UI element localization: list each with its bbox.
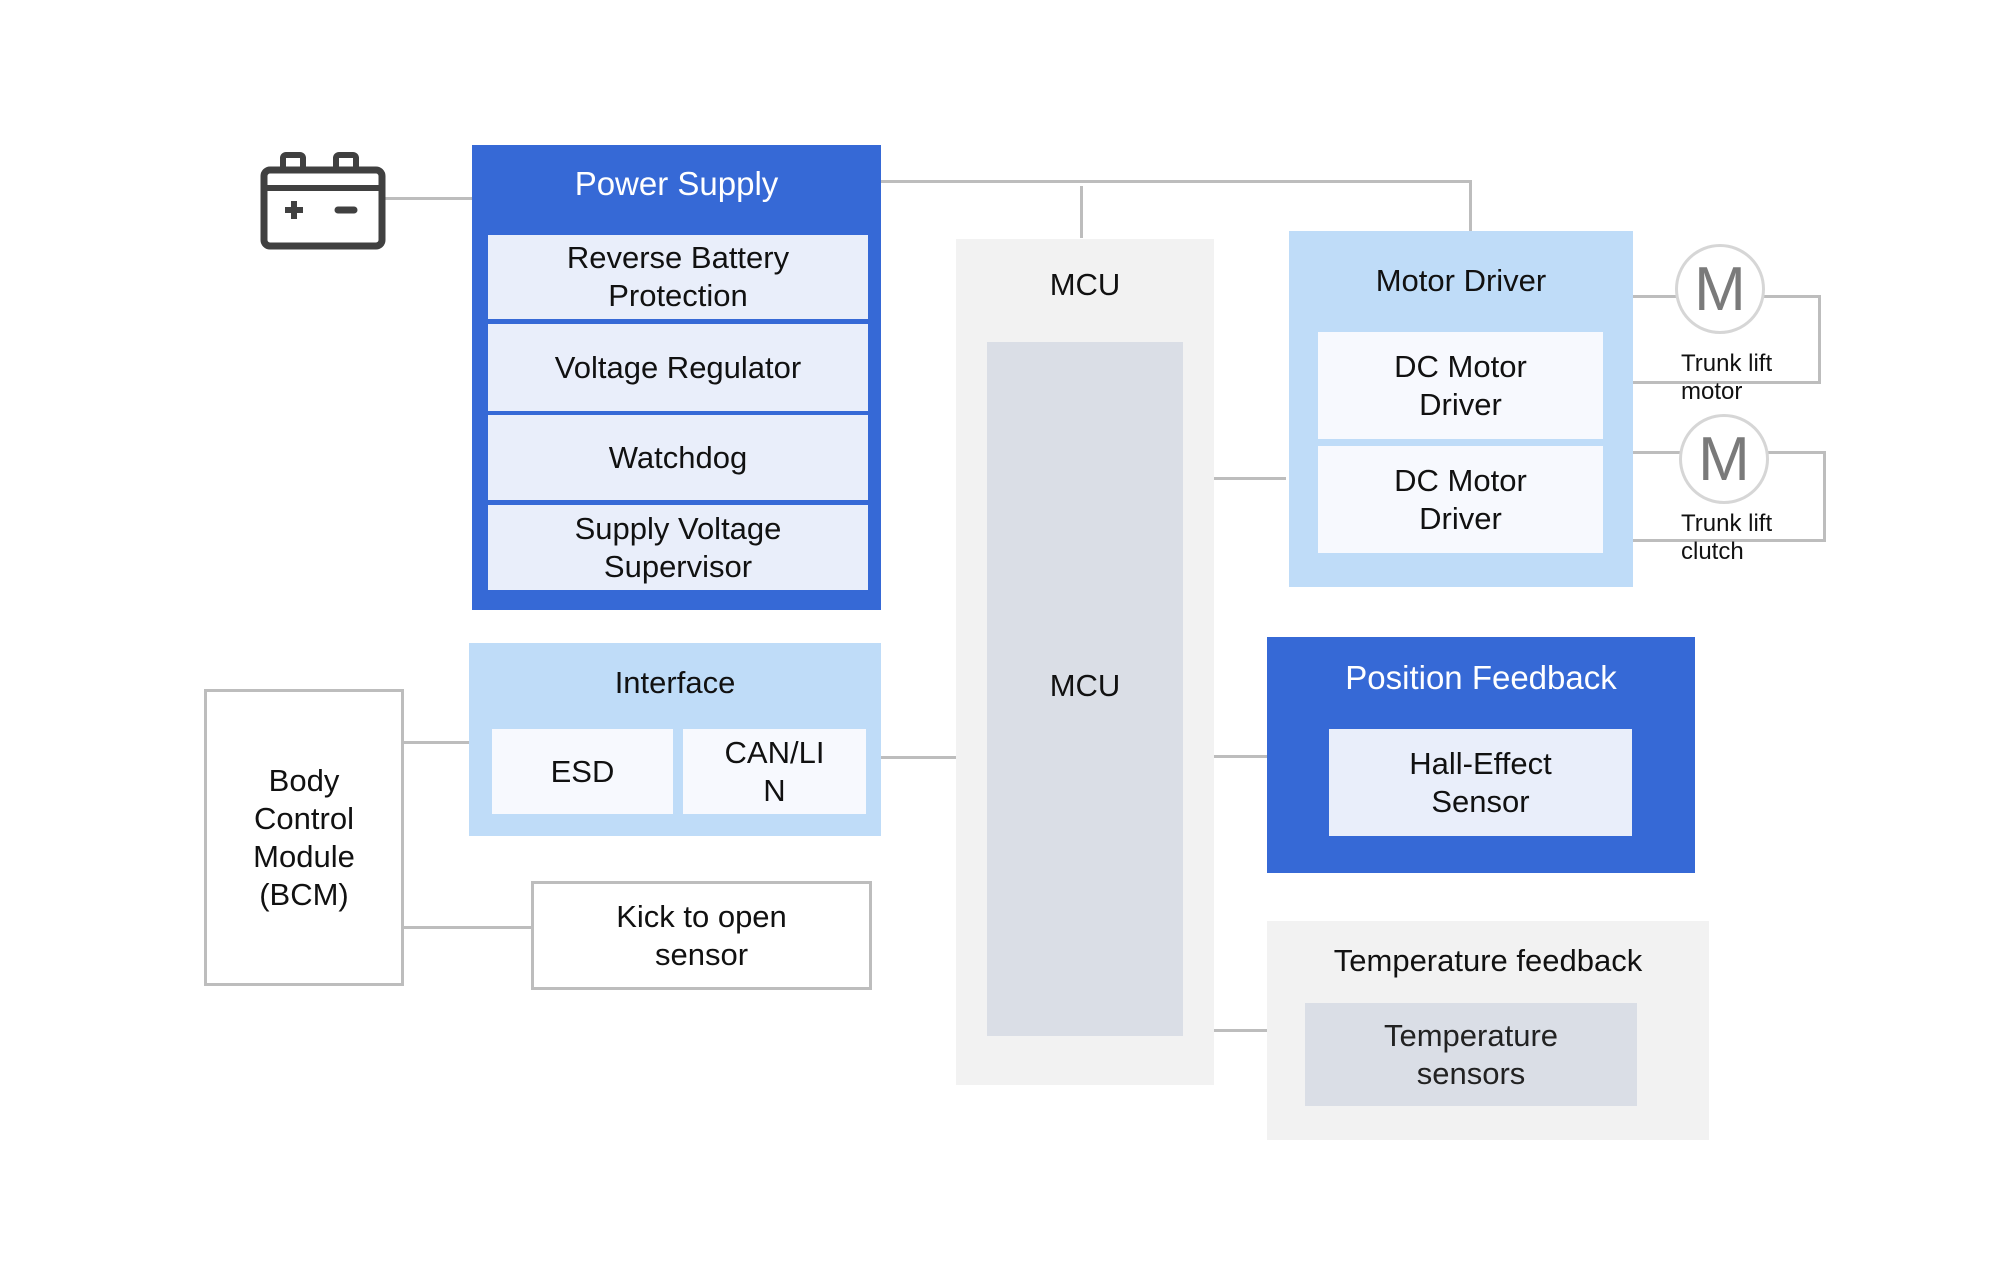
position-feedback-title: Position Feedback xyxy=(1345,659,1617,696)
kick-to-open-sensor: Kick to open sensor xyxy=(531,881,872,990)
battery-icon xyxy=(260,152,386,250)
watchdog: Watchdog xyxy=(488,415,868,500)
esd: ESD xyxy=(492,729,673,814)
trunk-lift-clutch-label: Trunk lift clutch xyxy=(1681,510,1773,565)
temperature-feedback-title: Temperature feedback xyxy=(1333,943,1643,978)
connector-mcu-position xyxy=(1214,755,1267,758)
body-control-module: Body Control Module (BCM) xyxy=(204,689,404,986)
connector-mcu-motor xyxy=(1214,477,1286,480)
dc-motor-driver-1: DC Motor Driver xyxy=(1318,332,1603,439)
interface-title: Interface xyxy=(614,665,736,700)
supply-voltage-supervisor: Supply Voltage Supervisor xyxy=(488,505,868,590)
connector-motor2-right xyxy=(1823,451,1826,542)
temperature-feedback-block: Temperature feedback Temperature sensors xyxy=(1267,921,1709,1140)
connector-motor2-bottom xyxy=(1633,539,1826,542)
dc-motor-driver-2: DC Motor Driver xyxy=(1318,446,1603,553)
connector-interface-mcu xyxy=(881,756,956,759)
power-supply-title: Power Supply xyxy=(574,165,779,202)
motor-icon: M xyxy=(1679,414,1769,504)
temperature-sensors: Temperature sensors xyxy=(1305,1003,1637,1106)
connector-motor1-bottom xyxy=(1633,381,1821,384)
interface-block: Interface ESD CAN/LIN xyxy=(469,643,881,836)
position-feedback-block: Position Feedback Hall-Effect Sensor xyxy=(1267,637,1695,873)
mcu-block: MCU MCU xyxy=(956,239,1214,1085)
reverse-battery-protection: Reverse Battery Protection xyxy=(488,235,868,319)
power-supply-block: Power Supply Reverse Battery Protection … xyxy=(472,145,881,610)
connector-power-bus xyxy=(881,180,1472,183)
connector-battery-power xyxy=(384,197,474,200)
motor-driver-title: Motor Driver xyxy=(1375,263,1547,298)
motor-icon: M xyxy=(1675,244,1765,334)
trunk-lift-motor-label: Trunk lift motor xyxy=(1681,350,1773,405)
connector-power-mcu xyxy=(1080,186,1083,238)
connector-bcm-interface xyxy=(404,741,470,744)
motor-driver-block: Motor Driver DC Motor Driver DC Motor Dr… xyxy=(1289,231,1633,587)
connector-power-motor xyxy=(1469,180,1472,233)
connector-bcm-kick xyxy=(404,926,532,929)
connector-motor1-right xyxy=(1818,295,1821,383)
hall-effect-sensor: Hall-Effect Sensor xyxy=(1329,729,1632,836)
mcu-core: MCU xyxy=(987,342,1183,1036)
can-lin: CAN/LIN xyxy=(683,729,866,814)
mcu-title: MCU xyxy=(1049,267,1121,302)
connector-mcu-temperature xyxy=(1214,1029,1267,1032)
voltage-regulator: Voltage Regulator xyxy=(488,324,868,411)
